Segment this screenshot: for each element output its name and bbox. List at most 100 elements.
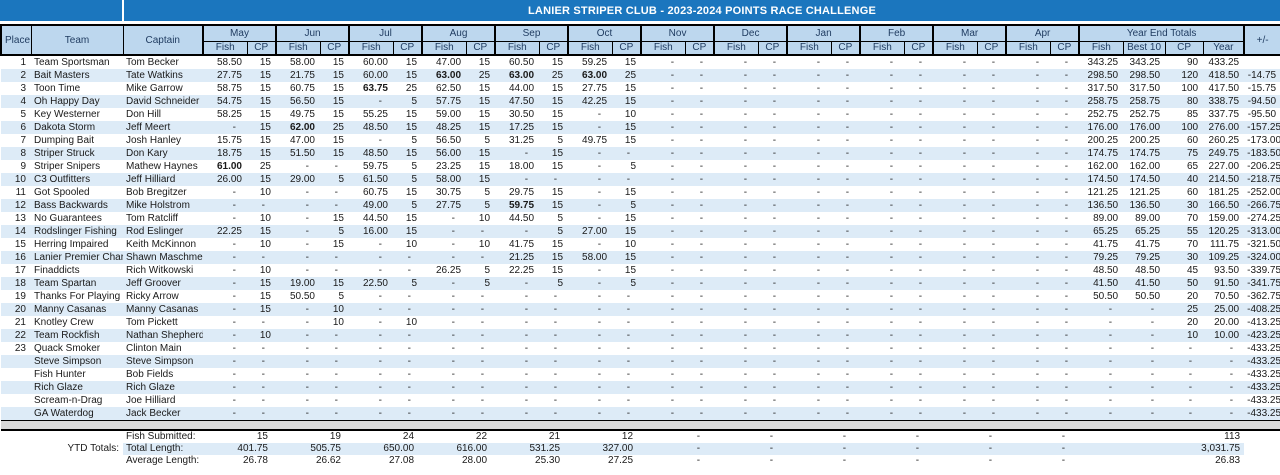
- cp-cell[interactable]: -: [612, 355, 642, 368]
- captain-cell[interactable]: Tom Becker: [126, 57, 179, 68]
- fish-cell[interactable]: -: [714, 407, 759, 421]
- cp-cell[interactable]: 25: [259, 161, 271, 172]
- team-cell[interactable]: Herring Impaired: [34, 239, 109, 250]
- cp-cell[interactable]: -: [918, 213, 923, 224]
- fish-cell[interactable]: -: [1035, 343, 1040, 354]
- ye-year-cell[interactable]: -: [1203, 381, 1245, 394]
- cp-cell[interactable]: -: [977, 173, 1007, 186]
- monthly-total-cell[interactable]: -: [769, 454, 774, 466]
- ye-cp-cell[interactable]: 20: [1186, 291, 1199, 302]
- header-cp-aug[interactable]: CP: [465, 40, 496, 56]
- cp-cell[interactable]: -: [1050, 355, 1080, 368]
- cp-cell[interactable]: -: [1050, 173, 1080, 186]
- cp-cell[interactable]: 10: [478, 213, 491, 224]
- cp-cell[interactable]: 10: [405, 317, 418, 328]
- fish-cell[interactable]: -: [816, 317, 821, 328]
- cp-cell[interactable]: -: [831, 69, 861, 82]
- monthly-total-cell[interactable]: 19: [329, 430, 341, 442]
- ye-cp-cell[interactable]: 80: [1165, 95, 1204, 108]
- fish-cell[interactable]: 44.50: [362, 213, 388, 224]
- ye-cp-cell[interactable]: -: [1188, 395, 1193, 406]
- fish-cell[interactable]: -: [203, 407, 247, 421]
- cp-cell[interactable]: 10: [259, 213, 271, 224]
- fish-cell[interactable]: -: [816, 213, 821, 224]
- ye-best10-cell[interactable]: -: [1150, 343, 1155, 354]
- cp-cell[interactable]: -: [845, 291, 850, 302]
- place-cell[interactable]: 8: [1, 147, 31, 160]
- fish-cell[interactable]: -: [743, 291, 748, 302]
- fish-cell[interactable]: -: [670, 187, 675, 198]
- fish-cell[interactable]: -: [743, 369, 748, 380]
- place-cell[interactable]: [1, 407, 31, 421]
- fish-cell[interactable]: -: [787, 355, 832, 368]
- cp-cell[interactable]: -: [261, 395, 265, 406]
- fish-cell[interactable]: -: [933, 147, 978, 160]
- cp-cell[interactable]: 15: [405, 213, 418, 224]
- fish-cell[interactable]: 48.50: [349, 121, 393, 134]
- plus-minus-cell[interactable]: -252.00: [1247, 187, 1280, 198]
- captain-cell[interactable]: Rich Glaze: [123, 381, 203, 394]
- cp-cell[interactable]: -: [831, 147, 861, 160]
- team-cell[interactable]: Team Spartan: [31, 277, 123, 290]
- place-cell[interactable]: 23: [14, 343, 26, 354]
- fish-cell[interactable]: -: [670, 395, 675, 406]
- plus-minus-cell[interactable]: -324.00: [1244, 251, 1280, 264]
- cp-cell[interactable]: -: [480, 291, 485, 302]
- fish-cell[interactable]: -: [933, 381, 978, 394]
- place-cell[interactable]: [1, 381, 31, 394]
- cp-cell[interactable]: 15: [320, 95, 349, 108]
- fish-cell[interactable]: 47.00: [289, 135, 315, 146]
- ye-best10-cell[interactable]: -: [1123, 407, 1166, 421]
- fish-cell[interactable]: -: [641, 147, 686, 160]
- fish-cell[interactable]: 56.50: [276, 95, 320, 108]
- cp-cell[interactable]: 10: [624, 109, 637, 120]
- cp-cell[interactable]: -: [466, 329, 496, 342]
- captain-cell[interactable]: Rich Witkowski: [126, 265, 194, 276]
- ye-best10-cell[interactable]: 41.50: [1123, 277, 1166, 290]
- fish-cell[interactable]: -: [743, 213, 748, 224]
- cp-cell[interactable]: 15: [247, 69, 276, 82]
- cp-cell[interactable]: -: [699, 161, 704, 172]
- fish-cell[interactable]: -: [743, 109, 748, 120]
- place-cell[interactable]: 13: [14, 213, 26, 224]
- captain-cell[interactable]: Jeff Groover: [123, 277, 203, 290]
- cp-cell[interactable]: -: [772, 109, 777, 120]
- ye-best10-cell[interactable]: 162.00: [1129, 161, 1161, 172]
- cp-cell[interactable]: -: [904, 199, 934, 212]
- header-ye-year[interactable]: Year: [1202, 40, 1245, 56]
- cp-cell[interactable]: -: [393, 355, 423, 368]
- ye-year-cell[interactable]: 166.50: [1203, 199, 1245, 212]
- fish-cell[interactable]: 18.75: [203, 147, 247, 160]
- plus-minus-cell[interactable]: -206.25: [1247, 161, 1280, 172]
- fish-cell[interactable]: -: [305, 239, 309, 250]
- cp-cell[interactable]: -: [904, 277, 934, 290]
- fish-cell[interactable]: -: [232, 395, 236, 406]
- fish-cell[interactable]: -: [962, 317, 967, 328]
- cp-cell[interactable]: 5: [320, 173, 349, 186]
- fish-cell[interactable]: 16.00: [349, 225, 393, 238]
- ye-fish-cell[interactable]: 317.50: [1087, 83, 1119, 94]
- cp-cell[interactable]: -: [772, 343, 777, 354]
- fish-cell[interactable]: -: [787, 407, 832, 421]
- header-fish-may[interactable]: Fish: [202, 40, 248, 56]
- ye-best10-cell[interactable]: -: [1123, 303, 1166, 316]
- place-cell[interactable]: 1: [20, 57, 26, 68]
- fish-cell[interactable]: -: [933, 173, 978, 186]
- header-cp-nov[interactable]: CP: [684, 40, 715, 56]
- cp-cell[interactable]: -: [1064, 135, 1069, 146]
- cp-cell[interactable]: -: [466, 251, 496, 264]
- fish-cell[interactable]: 58.25: [216, 109, 242, 120]
- plus-minus-cell[interactable]: -433.25: [1247, 395, 1280, 406]
- fish-cell[interactable]: -: [378, 369, 382, 380]
- fish-cell[interactable]: -: [889, 369, 894, 380]
- cp-cell[interactable]: -: [247, 381, 276, 394]
- fish-cell[interactable]: 59.75: [362, 161, 388, 172]
- cp-cell[interactable]: -: [247, 199, 276, 212]
- cp-cell[interactable]: -: [758, 147, 788, 160]
- cp-cell[interactable]: -: [685, 147, 715, 160]
- fish-cell[interactable]: -: [378, 239, 382, 250]
- cp-cell[interactable]: -: [758, 173, 788, 186]
- header-cp-sep[interactable]: CP: [538, 40, 569, 56]
- fish-cell[interactable]: -: [1006, 355, 1051, 368]
- ye-fish-cell[interactable]: 343.25: [1087, 57, 1119, 68]
